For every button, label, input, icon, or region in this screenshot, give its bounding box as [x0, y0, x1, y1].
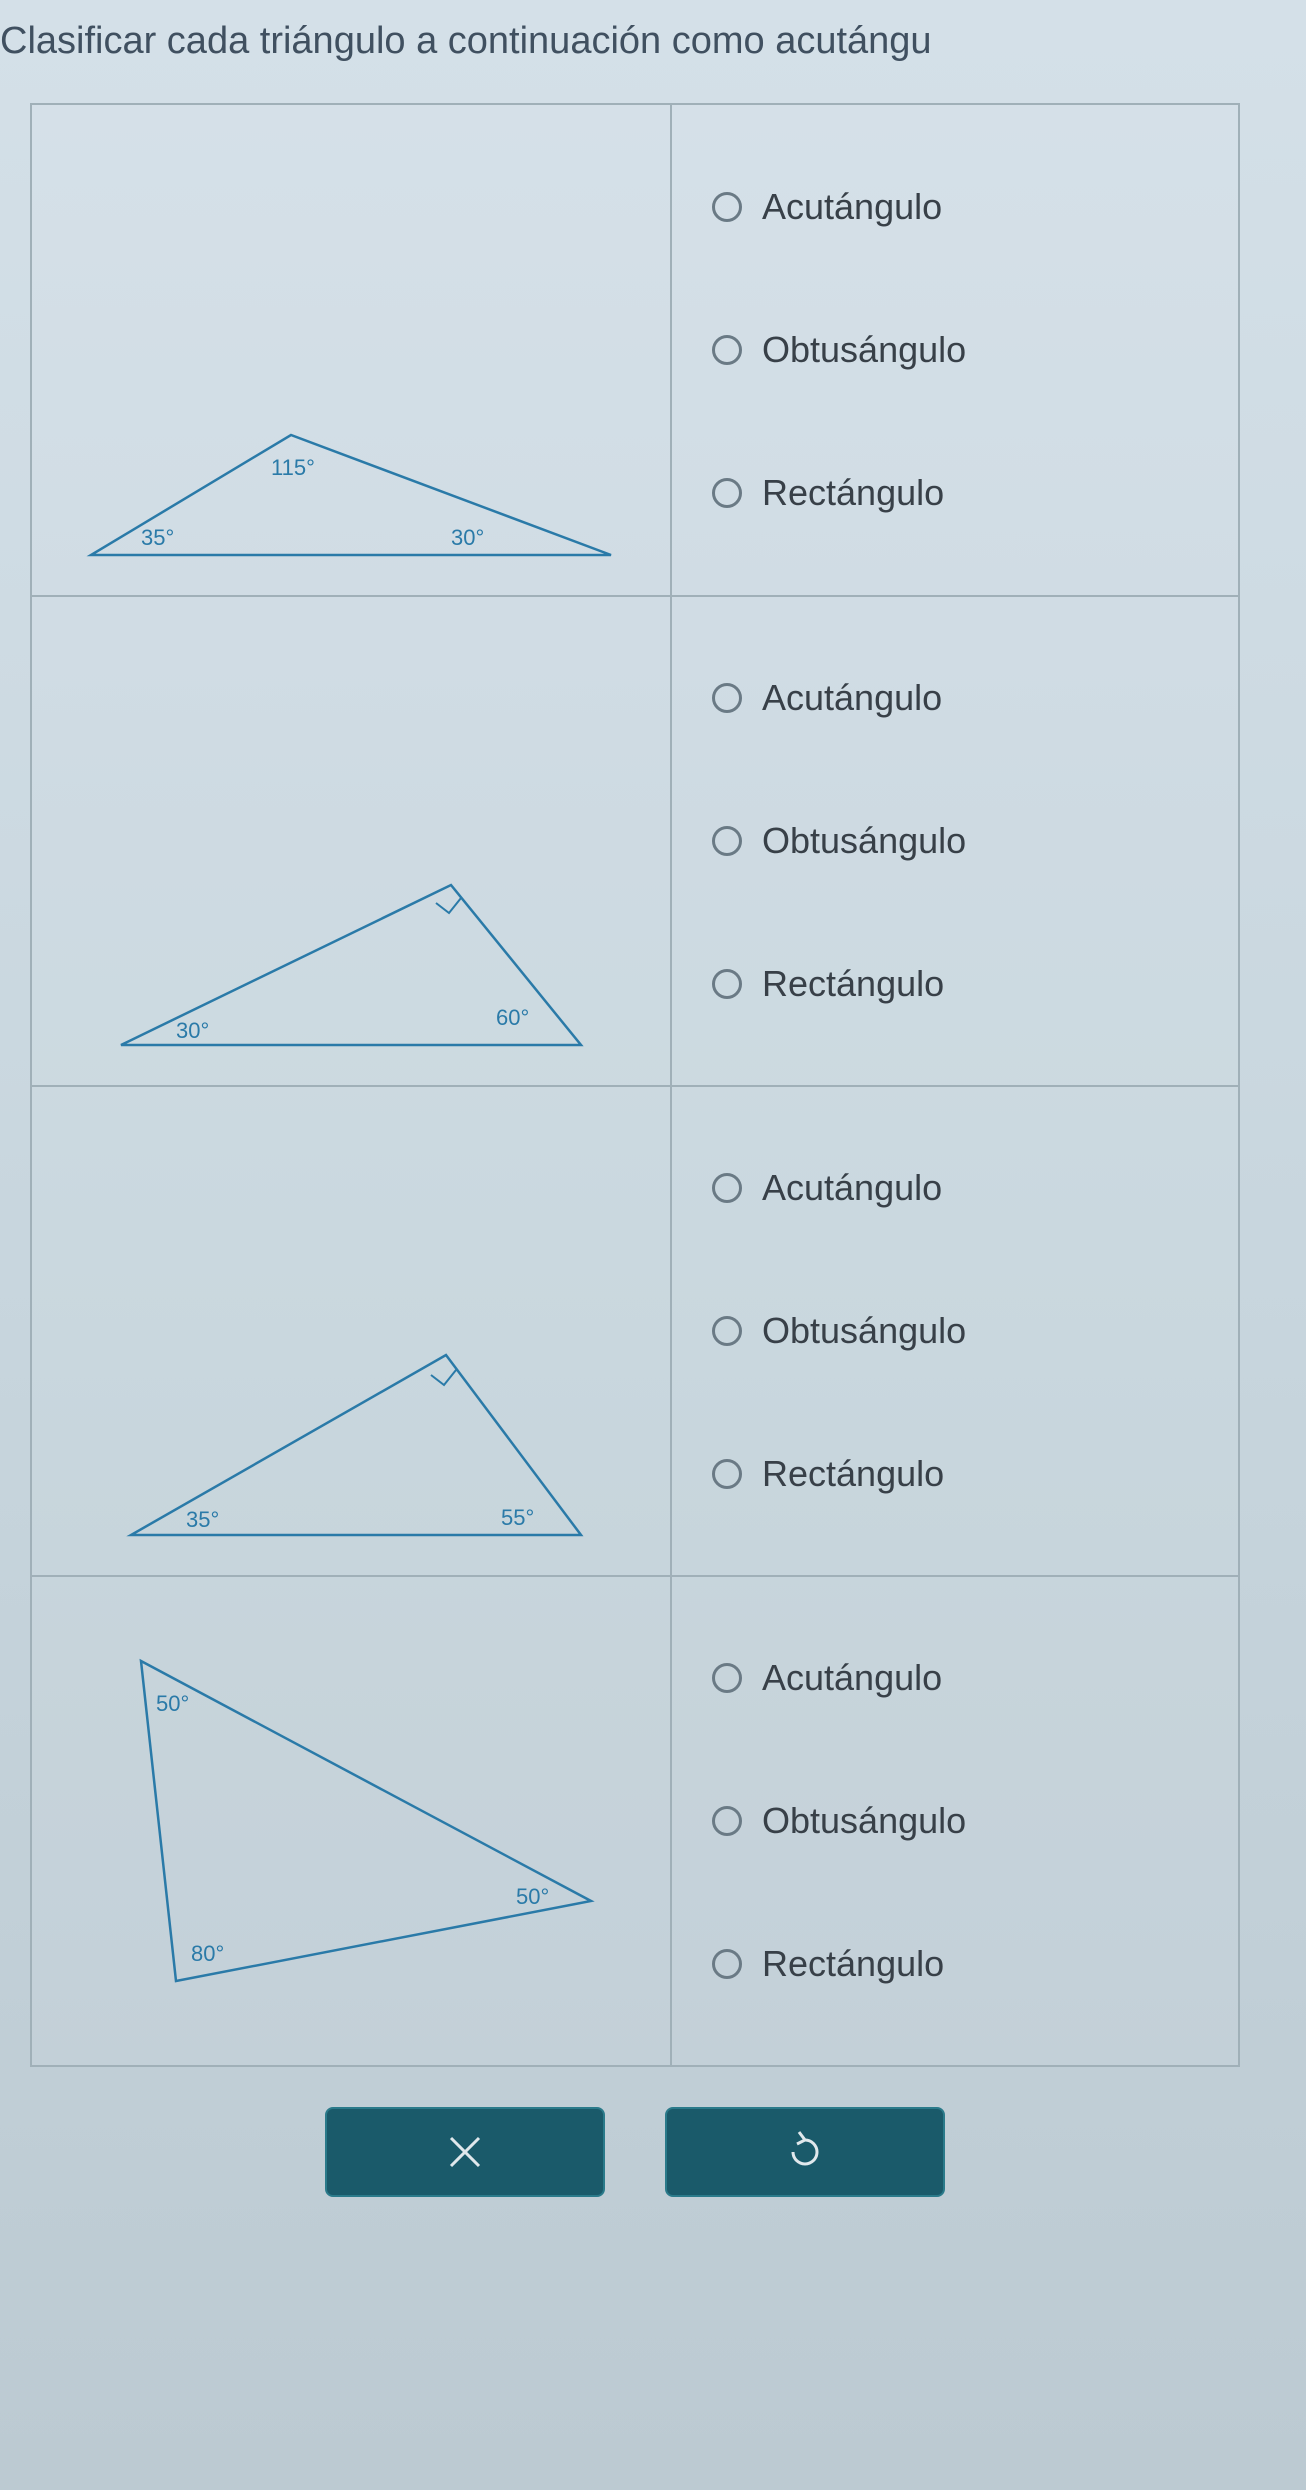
triangle-cell: 35° 55°	[32, 1087, 672, 1575]
table-row: 35° 55° Acutángulo Obtusángulo Rectángul…	[32, 1085, 1238, 1575]
radio-button[interactable]	[712, 1949, 742, 1979]
table-row: 30° 60° Acutángulo Obtusángulo Rectángul…	[32, 595, 1238, 1085]
radio-button[interactable]	[712, 1806, 742, 1836]
option-label: Acutángulo	[762, 1657, 942, 1699]
undo-icon	[781, 2128, 829, 2176]
angle-label: 80°	[191, 1941, 224, 1966]
option-right[interactable]: Rectángulo	[712, 1943, 1238, 1985]
triangle-cell: 50° 50° 80°	[32, 1577, 672, 2065]
angle-label: 35°	[186, 1507, 219, 1532]
option-acute[interactable]: Acutángulo	[712, 1167, 1238, 1209]
option-label: Obtusángulo	[762, 1800, 966, 1842]
radio-button[interactable]	[712, 683, 742, 713]
options-cell: Acutángulo Obtusángulo Rectángulo	[672, 597, 1238, 1085]
radio-button[interactable]	[712, 335, 742, 365]
table-row: 35° 115° 30° Acutángulo Obtusángulo Rect…	[32, 105, 1238, 595]
option-label: Rectángulo	[762, 963, 944, 1005]
triangle-cell: 35° 115° 30°	[32, 105, 672, 595]
option-acute[interactable]: Acutángulo	[712, 1657, 1238, 1699]
radio-button[interactable]	[712, 1459, 742, 1489]
button-bar	[30, 2107, 1240, 2197]
option-right[interactable]: Rectángulo	[712, 1453, 1238, 1495]
angle-label: 30°	[451, 525, 484, 550]
triangle-4: 50° 50° 80°	[81, 1621, 621, 2001]
option-obtuse[interactable]: Obtusángulo	[712, 329, 1238, 371]
radio-button[interactable]	[712, 969, 742, 999]
x-icon	[443, 2130, 487, 2174]
option-obtuse[interactable]: Obtusángulo	[712, 820, 1238, 862]
options-cell: Acutángulo Obtusángulo Rectángulo	[672, 105, 1238, 595]
instruction-text: Clasificar cada triángulo a continuación…	[0, 20, 1306, 103]
radio-button[interactable]	[712, 826, 742, 856]
classification-table: 35° 115° 30° Acutángulo Obtusángulo Rect…	[30, 103, 1240, 2067]
angle-label: 60°	[496, 1005, 529, 1030]
option-right[interactable]: Rectángulo	[712, 963, 1238, 1005]
options-cell: Acutángulo Obtusángulo Rectángulo	[672, 1087, 1238, 1575]
option-right[interactable]: Rectángulo	[712, 472, 1238, 514]
option-label: Acutángulo	[762, 186, 942, 228]
radio-button[interactable]	[712, 1173, 742, 1203]
angle-label: 50°	[516, 1884, 549, 1909]
option-label: Obtusángulo	[762, 329, 966, 371]
radio-button[interactable]	[712, 1663, 742, 1693]
option-label: Rectángulo	[762, 1943, 944, 1985]
radio-button[interactable]	[712, 192, 742, 222]
table-row: 50° 50° 80° Acutángulo Obtusángulo Rectá…	[32, 1575, 1238, 2065]
radio-button[interactable]	[712, 1316, 742, 1346]
option-label: Obtusángulo	[762, 820, 966, 862]
angle-label: 115°	[271, 455, 315, 480]
angle-label: 35°	[141, 525, 174, 550]
triangle-3: 35° 55°	[91, 1315, 611, 1555]
angle-label: 30°	[176, 1018, 209, 1043]
triangle-cell: 30° 60°	[32, 597, 672, 1085]
angle-label: 55°	[501, 1505, 534, 1530]
option-label: Rectángulo	[762, 1453, 944, 1495]
option-acute[interactable]: Acutángulo	[712, 677, 1238, 719]
option-label: Acutángulo	[762, 1167, 942, 1209]
triangle-2: 30° 60°	[91, 845, 611, 1065]
option-label: Rectángulo	[762, 472, 944, 514]
clear-button[interactable]	[325, 2107, 605, 2197]
triangle-1: 35° 115° 30°	[71, 375, 631, 575]
angle-label: 50°	[156, 1691, 189, 1716]
option-acute[interactable]: Acutángulo	[712, 186, 1238, 228]
option-obtuse[interactable]: Obtusángulo	[712, 1800, 1238, 1842]
option-label: Acutángulo	[762, 677, 942, 719]
option-obtuse[interactable]: Obtusángulo	[712, 1310, 1238, 1352]
radio-button[interactable]	[712, 478, 742, 508]
option-label: Obtusángulo	[762, 1310, 966, 1352]
options-cell: Acutángulo Obtusángulo Rectángulo	[672, 1577, 1238, 2065]
undo-button[interactable]	[665, 2107, 945, 2197]
